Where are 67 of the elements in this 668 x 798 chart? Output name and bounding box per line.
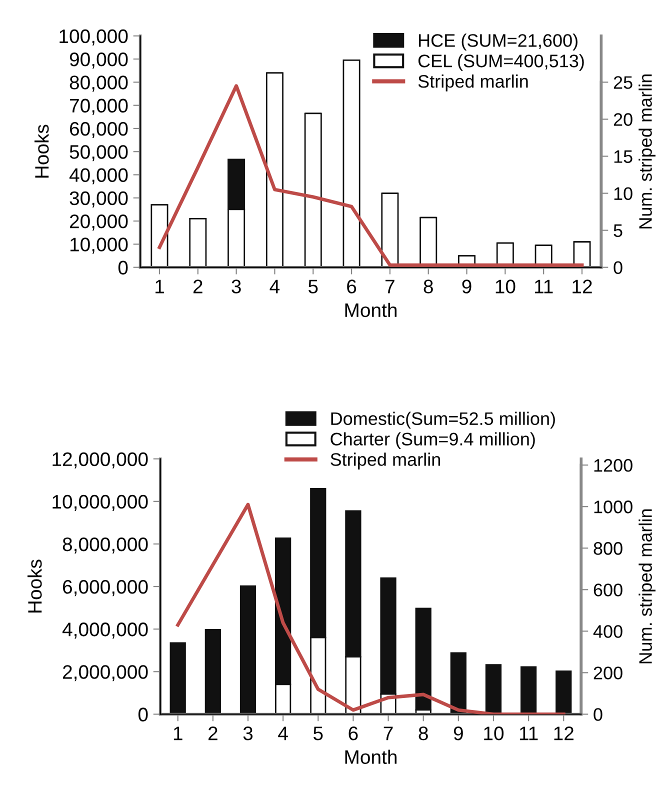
- x-tick-label: 5: [314, 726, 323, 740]
- y-tick-label: 60,000: [70, 122, 128, 138]
- y2-tick-label: 15: [614, 150, 632, 163]
- y-tick-label: 0: [138, 708, 148, 722]
- y-tick-label: 0: [118, 260, 128, 275]
- y-axis-title: Hooks: [28, 560, 42, 612]
- y-tick-label: 30,000: [70, 191, 128, 208]
- y2-tick-label: 800: [594, 542, 622, 555]
- x-tick-label: 6: [347, 280, 356, 294]
- x-tick-label: 3: [232, 280, 241, 294]
- x-tick-label: 8: [418, 726, 428, 740]
- y2-axis-title: Num. striped marlin: [638, 74, 656, 228]
- x-tick-label: 11: [520, 726, 538, 740]
- y-tick-label: 2,000,000: [63, 665, 148, 682]
- y-tick-label: 8,000,000: [62, 537, 148, 554]
- x-tick-label: 8: [424, 280, 433, 294]
- x-tick-label: 1: [156, 280, 164, 294]
- x-tick-label: 12: [554, 726, 574, 740]
- y-axis-title: Hooks: [34, 124, 49, 178]
- x-tick-label: 1: [174, 726, 182, 740]
- legend-label: CEL (SUM=400,513): [418, 54, 584, 71]
- x-tick-label: 10: [496, 280, 516, 294]
- legend-label: Striped marlin: [330, 452, 440, 470]
- x-tick-label: 2: [193, 280, 202, 294]
- y-tick-label: 100,000: [60, 29, 128, 46]
- y2-tick-label: 5: [614, 224, 622, 238]
- x-tick-label: 9: [462, 280, 472, 294]
- y2-tick-label: 25: [614, 76, 632, 89]
- x-tick-label: 5: [308, 280, 318, 294]
- legend-label: Charter (Sum=9.4 million): [330, 432, 535, 450]
- legend-label: Striped marlin: [418, 74, 528, 92]
- x-tick-label: 4: [270, 280, 280, 294]
- y2-tick-label: 1200: [594, 459, 632, 472]
- y-tick-label: 70,000: [70, 98, 128, 115]
- legend-label: Domestic(Sum=52.5 million): [331, 412, 555, 429]
- x-tick-label: 12: [572, 280, 592, 294]
- y-tick-label: 10,000: [70, 238, 128, 254]
- y2-tick-label: 0: [594, 708, 602, 721]
- y-tick-label: 40,000: [69, 168, 128, 184]
- legend-label: HCE (SUM=21,600): [419, 34, 578, 50]
- y-tick-label: 12,000,000: [52, 452, 148, 468]
- x-tick-label: 7: [386, 280, 394, 294]
- y-tick-label: 90,000: [70, 52, 128, 69]
- x-tick-label: 9: [454, 726, 463, 740]
- x-tick-label: 11: [534, 280, 553, 294]
- y-tick-label: 50,000: [70, 145, 128, 162]
- y-tick-label: 20,000: [70, 214, 128, 231]
- y2-tick-label: 600: [594, 584, 622, 596]
- x-tick-label: 7: [384, 726, 393, 740]
- x-axis-title: Month: [345, 302, 396, 318]
- x-tick-label: 4: [278, 726, 288, 740]
- y-tick-label: 6,000,000: [63, 580, 148, 596]
- x-axis-title: Month: [345, 750, 396, 764]
- x-tick-label: 2: [208, 726, 218, 740]
- y2-tick-label: 20: [614, 113, 632, 126]
- x-tick-label: 10: [484, 726, 504, 740]
- x-tick-label: 3: [243, 726, 253, 740]
- y-tick-label: 80,000: [70, 76, 128, 92]
- y2-axis-title: Num. striped marlin: [638, 509, 656, 664]
- y2-tick-label: 10: [614, 187, 632, 200]
- y-tick-label: 4,000,000: [62, 622, 148, 639]
- x-tick-label: 6: [348, 726, 358, 740]
- y2-tick-label: 400: [593, 625, 622, 638]
- y2-tick-label: 200: [594, 666, 622, 680]
- y2-tick-label: 1000: [594, 500, 632, 514]
- y-tick-label: 10,000,000: [52, 494, 148, 511]
- y2-tick-label: 0: [614, 261, 622, 274]
